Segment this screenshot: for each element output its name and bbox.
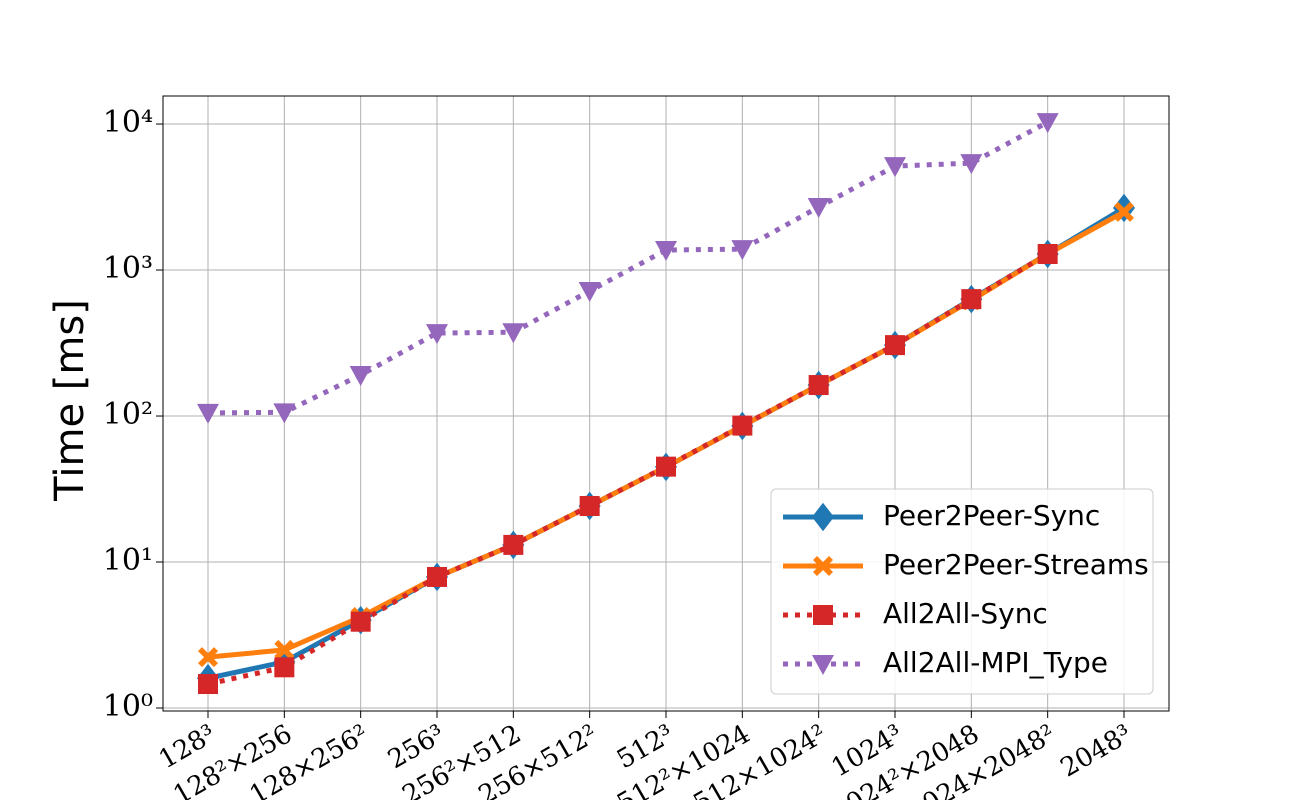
series-line	[207, 119, 1049, 416]
marker	[732, 415, 753, 436]
marker	[198, 647, 218, 668]
marker	[349, 365, 372, 386]
marker	[579, 495, 600, 516]
marker	[884, 157, 906, 178]
legend-box	[770, 488, 1154, 695]
y-tick-label: 10⁴	[103, 105, 153, 140]
legend-label: All2All-Sync	[883, 597, 1048, 630]
legend-label: Peer2Peer-Sync	[883, 499, 1100, 532]
marker	[960, 154, 983, 175]
marker	[274, 657, 295, 678]
marker	[807, 198, 830, 219]
legend-label: Peer2Peer-Streams	[883, 548, 1149, 581]
y-tick-label: 10¹	[103, 543, 153, 578]
marker	[731, 240, 754, 261]
marker	[1037, 243, 1058, 264]
legend-marker	[813, 605, 833, 625]
marker	[1036, 113, 1059, 134]
legend-marker	[812, 655, 834, 675]
marker	[885, 335, 905, 356]
y-axis-label: Time [ms]	[47, 299, 93, 502]
marker	[578, 282, 601, 303]
x-tick-label: 2048³	[1056, 719, 1137, 783]
marker	[197, 403, 219, 424]
legend-label: All2All-MPI_Type	[883, 646, 1108, 679]
marker	[198, 674, 218, 695]
marker	[656, 456, 676, 477]
series-line	[207, 251, 1049, 687]
marker	[808, 375, 829, 396]
y-tick-label: 10³	[103, 251, 153, 286]
marker	[1114, 201, 1134, 222]
y-tick-label: 10⁰	[103, 689, 153, 724]
y-tick-label: 10²	[103, 397, 153, 432]
marker	[273, 403, 296, 424]
marker	[655, 241, 677, 262]
legend-marker	[813, 556, 833, 576]
marker	[427, 566, 447, 587]
marker	[503, 534, 524, 555]
marker	[350, 611, 371, 632]
marker	[961, 289, 982, 310]
marker	[274, 639, 295, 660]
marker	[502, 323, 525, 344]
marker	[426, 324, 448, 345]
legend-marker	[812, 502, 834, 532]
